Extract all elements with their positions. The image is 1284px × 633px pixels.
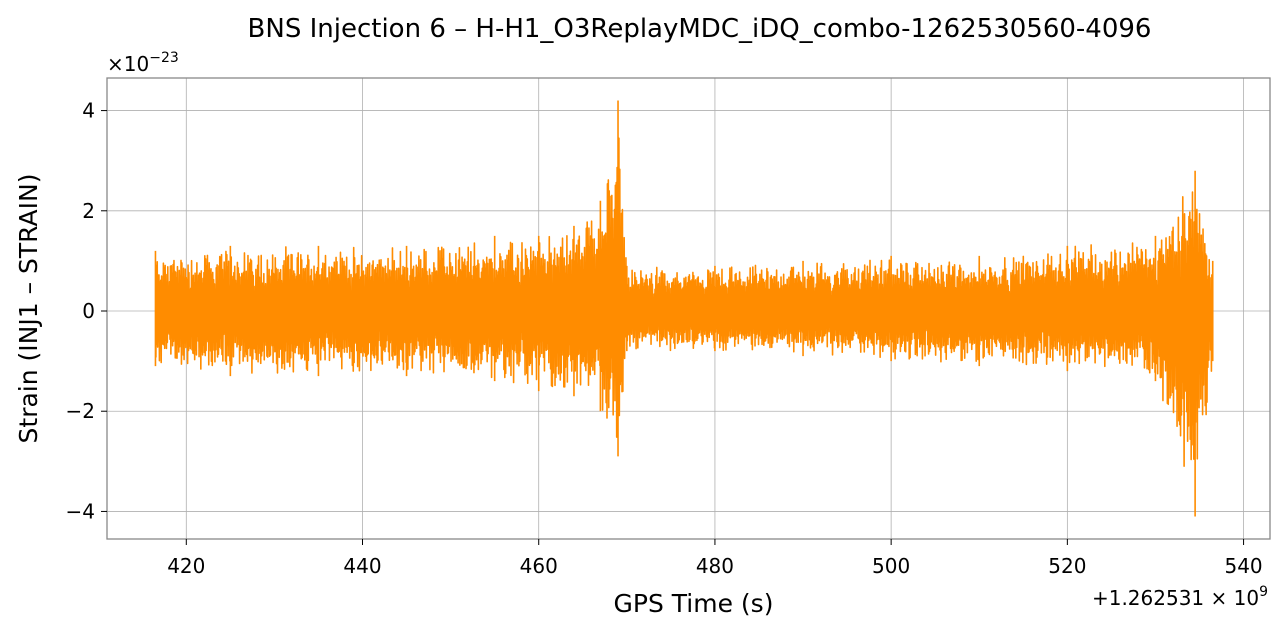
y-tick-label: 4 bbox=[82, 99, 95, 123]
x-tick-label: 480 bbox=[696, 554, 734, 578]
x-tick-label: 540 bbox=[1224, 554, 1262, 578]
x-tick-label: 420 bbox=[167, 554, 205, 578]
x-tick-label: 500 bbox=[872, 554, 910, 578]
x-tick-label: 460 bbox=[520, 554, 558, 578]
x-offset-label: +1.262531 × 109 bbox=[1092, 584, 1268, 610]
y-axis-label: Strain (INJ1 – STRAIN) bbox=[14, 174, 43, 444]
x-offset-prefix: +1.262531 × 10 bbox=[1092, 586, 1259, 610]
y-tick-label: 0 bbox=[82, 299, 95, 323]
y-scale-base: ×10 bbox=[107, 52, 149, 76]
x-tick-label: 440 bbox=[343, 554, 381, 578]
series-layer bbox=[154, 100, 1214, 517]
y-tick-label: −4 bbox=[66, 499, 95, 523]
x-axis-label: GPS Time (s) bbox=[614, 589, 774, 618]
chart-title: BNS Injection 6 – H-H1_O3ReplayMDC_iDQ_c… bbox=[248, 14, 1152, 44]
y-scale-exponent: −23 bbox=[149, 50, 179, 66]
x-offset-exponent: 9 bbox=[1259, 584, 1268, 600]
y-scale-multiplier: ×10−23 bbox=[107, 50, 179, 76]
strain-series-line bbox=[154, 100, 1214, 517]
y-tick-label: −2 bbox=[66, 399, 95, 423]
plot-frame bbox=[106, 77, 1271, 540]
ticks-layer: 420 440 460 480 500 520 540 −4 −2 0 2 4 bbox=[66, 99, 1263, 578]
x-tick-label: 520 bbox=[1048, 554, 1086, 578]
y-tick-label: 2 bbox=[82, 199, 95, 223]
